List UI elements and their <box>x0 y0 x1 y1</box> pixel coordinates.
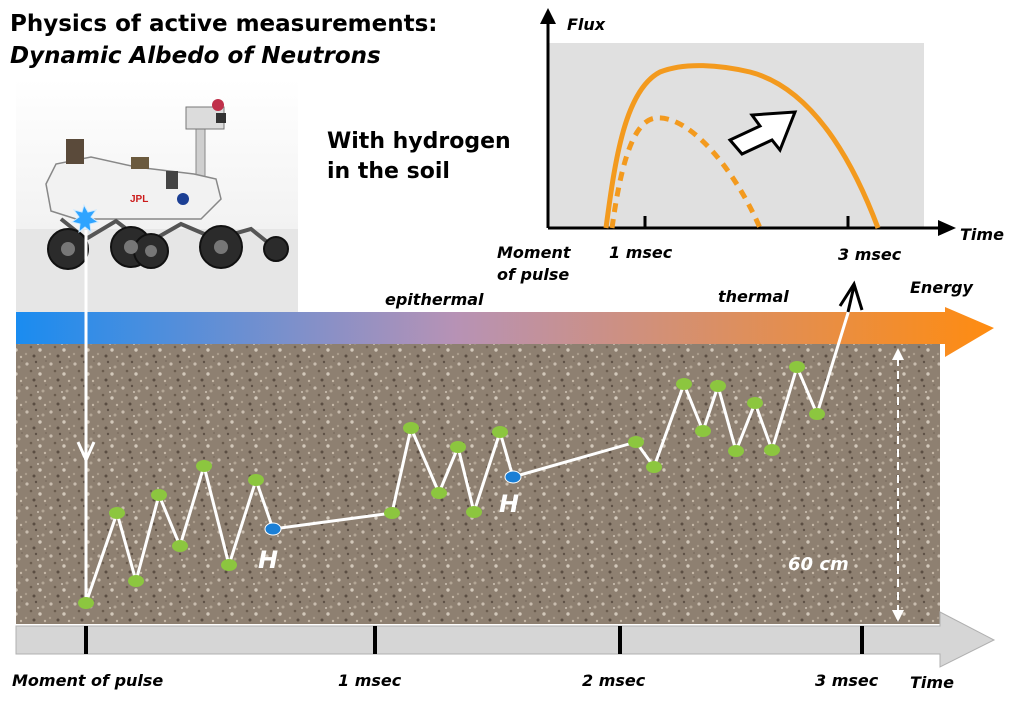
nasa-logo <box>177 193 189 205</box>
time-axis-bar <box>15 611 996 668</box>
depth-label: 60 cm <box>788 554 849 575</box>
collision-point <box>728 445 744 457</box>
rover-illustration: JPL <box>16 99 298 313</box>
chart-tick-label-1msec: 1 msec <box>609 243 673 262</box>
collision-point <box>710 380 726 392</box>
collision-point <box>450 441 466 453</box>
soil-layer <box>16 344 940 624</box>
hydrogen-label-1: H <box>258 546 278 574</box>
title-line-2: Dynamic Albedo of Neutrons <box>10 43 381 69</box>
collision-point <box>492 426 508 438</box>
escape-arrow <box>838 280 864 311</box>
collision-point <box>248 474 264 486</box>
collision-point <box>789 361 805 373</box>
collision-point <box>221 559 237 571</box>
time-label-pulse: Moment of pulse <box>12 671 163 690</box>
collision-point <box>78 597 94 609</box>
chart-origin-label-1: Moment <box>497 243 572 262</box>
collision-point <box>403 422 419 434</box>
epithermal-label: epithermal <box>385 290 484 309</box>
shift-arrow-icon <box>727 110 798 156</box>
collision-point <box>151 489 167 501</box>
page-title: Physics of active measurements: Dynamic … <box>10 8 438 72</box>
collision-point <box>646 461 662 473</box>
hydrogen-collision-2 <box>504 470 522 484</box>
chart-time-axis-arrow <box>938 220 956 236</box>
hydrogen-annotation: With hydrogen in the soil <box>327 127 511 187</box>
flux-axis-label: Flux <box>567 15 606 34</box>
rover-photo: JPL <box>16 79 298 313</box>
time-label-2msec: 2 msec <box>582 671 646 690</box>
time-axis-label: Time <box>910 673 954 692</box>
collision-point <box>764 444 780 456</box>
energy-bar <box>16 307 994 357</box>
collision-point <box>196 460 212 472</box>
collision-point <box>384 507 400 519</box>
collision-point <box>128 575 144 587</box>
collision-points <box>78 361 825 609</box>
depth-arrow-bottom <box>892 610 904 622</box>
time-label-1msec: 1 msec <box>338 671 402 690</box>
escape-line <box>846 285 856 313</box>
collision-point <box>466 506 482 518</box>
thermal-label: thermal <box>718 287 789 306</box>
collision-point <box>747 397 763 409</box>
time-label-3msec: 3 msec <box>815 671 879 690</box>
flux-axis-arrow <box>540 8 556 24</box>
flux-curve-without-hydrogen <box>609 115 763 229</box>
collision-point <box>172 540 188 552</box>
collision-point <box>431 487 447 499</box>
chart-tick-label-3msec: 3 msec <box>838 245 902 264</box>
hydrogen-label-2: H <box>499 490 519 518</box>
chart-time-label: Time <box>960 225 1004 244</box>
energy-label: Energy <box>910 278 974 297</box>
hydrogen-annotation-line-1: With hydrogen <box>327 129 511 154</box>
neutron-source-icon <box>70 203 100 234</box>
collision-point <box>809 408 825 420</box>
depth-arrow-top <box>892 348 904 360</box>
collision-point <box>628 436 644 448</box>
hydrogen-annotation-line-2: in the soil <box>327 159 450 184</box>
chart-origin-label-2: of pulse <box>497 265 569 284</box>
flux-curve-with-hydrogen <box>603 63 881 229</box>
collision-point <box>676 378 692 390</box>
collision-point <box>695 425 711 437</box>
rover-jpl-logo: JPL <box>130 194 148 205</box>
collision-point <box>109 507 125 519</box>
title-line-1: Physics of active measurements: <box>10 11 438 37</box>
hydrogen-collision-1 <box>264 522 282 536</box>
